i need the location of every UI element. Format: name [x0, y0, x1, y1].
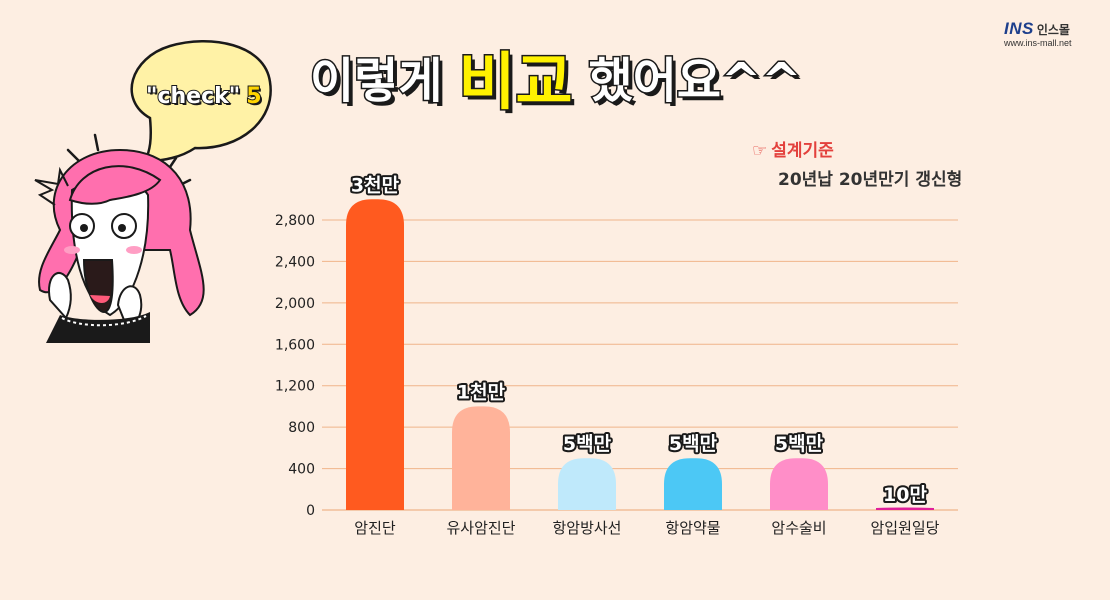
- x-tick-label: 암진단: [354, 519, 396, 537]
- bar: [346, 199, 404, 511]
- data-label: 3천만: [351, 174, 400, 196]
- bar: [558, 458, 616, 510]
- character-illustration: [34, 39, 272, 343]
- title-part1: 이렇게: [308, 52, 443, 111]
- y-tick-label: 0: [306, 503, 315, 519]
- criteria-detail: 20년납 20년만기 갱신형: [778, 170, 963, 190]
- logo-url: www.ins-mall.net: [1004, 38, 1072, 48]
- page-title: 이렇게 비교 했어요^^: [308, 36, 803, 120]
- data-label: 10만: [883, 484, 927, 506]
- title-highlight: 비교: [457, 44, 574, 120]
- y-tick-label: 800: [288, 420, 315, 436]
- x-tick-label: 항암방사선: [552, 519, 621, 537]
- bar: [664, 458, 722, 510]
- data-label: 5백만: [563, 433, 612, 455]
- logo-text: 인스몰: [1036, 23, 1070, 37]
- brand-logo: INS 인스몰 www.ins-mall.net: [1004, 20, 1072, 48]
- y-tick-label: 2,400: [275, 254, 315, 270]
- data-label: 5백만: [775, 433, 824, 455]
- design-criteria: ☞ 설계기준 20년납 20년만기 갱신형: [752, 136, 962, 190]
- bar: [770, 458, 828, 510]
- bar: [452, 406, 510, 510]
- data-label: 1천만: [457, 381, 506, 403]
- burst-icon: [34, 166, 69, 206]
- x-tick-label: 암입원일당: [870, 519, 939, 537]
- bubble-text: "check": [145, 83, 241, 110]
- bubble-label: "check" 5: [145, 83, 263, 110]
- logo-mark: INS: [1004, 19, 1034, 38]
- x-tick-label: 암수술비: [771, 519, 826, 537]
- y-tick-label: 400: [288, 462, 315, 478]
- y-tick-label: 1,600: [275, 337, 315, 353]
- data-label: 5백만: [669, 433, 718, 455]
- pointing-hand-icon: ☞: [752, 141, 768, 161]
- criteria-title-row: ☞ 설계기준: [752, 136, 962, 161]
- y-tick-label: 1,200: [275, 379, 315, 395]
- bar: [876, 507, 934, 510]
- title-part2: 했어요^^: [587, 52, 803, 111]
- bubble-number: 5: [245, 83, 262, 110]
- x-tick-label: 유사암진단: [446, 519, 515, 537]
- y-tick-label: 2,000: [275, 296, 315, 312]
- x-tick-label: 항암약물: [665, 519, 720, 537]
- y-tick-label: 2,800: [275, 213, 315, 229]
- criteria-title: 설계기준: [771, 141, 834, 161]
